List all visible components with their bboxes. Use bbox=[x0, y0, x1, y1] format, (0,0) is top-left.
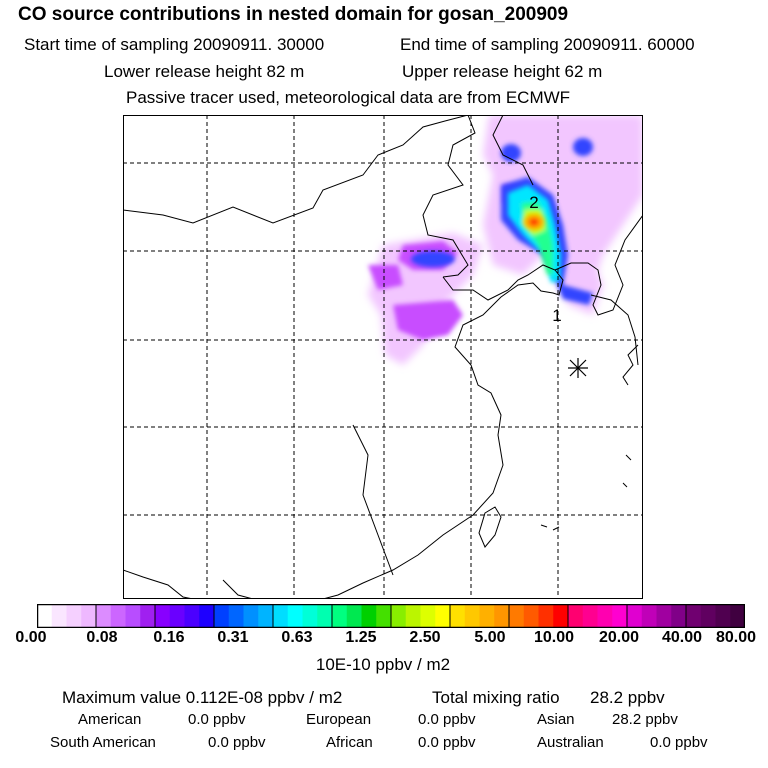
region-name-south-american: South American bbox=[50, 734, 156, 751]
colorbar-cell bbox=[627, 604, 643, 628]
start-time-label: Start time of sampling 20090911. 30000 bbox=[24, 35, 325, 54]
lower-release-height-label: Lower release height 82 m bbox=[104, 62, 305, 81]
colorbar-cell bbox=[435, 604, 451, 628]
colorbar-cell bbox=[715, 604, 731, 628]
region-value-south-american: 0.0 ppbv bbox=[208, 734, 266, 751]
colorbar-cell bbox=[656, 604, 672, 628]
colorbar-unit-label: 10E-10 ppbv / m2 bbox=[315, 655, 451, 674]
colorbar-cell bbox=[214, 604, 230, 628]
maximum-value-label: Maximum value 0.112E-08 ppbv / m2 bbox=[62, 688, 343, 707]
region-value-european: 0.0 ppbv bbox=[418, 711, 476, 728]
colorbar-cell bbox=[568, 604, 584, 628]
colorbar-tick-label: 2.50 bbox=[409, 629, 441, 646]
colorbar-cell bbox=[376, 604, 392, 628]
colorbar-cell bbox=[641, 604, 657, 628]
colorbar-tick-label: 0.00 bbox=[15, 629, 47, 646]
trajectory-marker-1: 1 bbox=[552, 306, 561, 325]
trajectory-marker-2: 2 bbox=[529, 193, 538, 212]
region-name-asian: Asian bbox=[537, 711, 575, 728]
colorbar-cell bbox=[700, 604, 716, 628]
colorbar-cell bbox=[184, 604, 200, 628]
colorbar-cell bbox=[273, 604, 289, 628]
plot-title: CO source contributions in nested domain… bbox=[18, 4, 569, 25]
colorbar-tick-label: 1.25 bbox=[345, 629, 377, 646]
colorbar-cell bbox=[612, 604, 628, 628]
end-time-label: End time of sampling 20090911. 60000 bbox=[400, 35, 695, 54]
colorbar-cell bbox=[597, 604, 613, 628]
colorbar-cell bbox=[730, 604, 745, 628]
colorbar-cell bbox=[258, 604, 274, 628]
taiwan-island bbox=[478, 506, 502, 548]
region-value-american: 0.0 ppbv bbox=[188, 711, 246, 728]
japan-coast bbox=[540, 344, 639, 531]
map-frame bbox=[123, 115, 643, 599]
colorbar-tick-label: 0.63 bbox=[281, 629, 313, 646]
colorbar-cell bbox=[169, 604, 185, 628]
station-marker-icon bbox=[568, 358, 588, 378]
colorbar-tick-label: 5.00 bbox=[474, 629, 506, 646]
colorbar-cell bbox=[317, 604, 333, 628]
colorbar-cell bbox=[405, 604, 421, 628]
colorbar-cell bbox=[199, 604, 215, 628]
region-name-african: African bbox=[326, 734, 373, 751]
colorbar-cell bbox=[302, 604, 318, 628]
region-name-european: European bbox=[306, 711, 372, 728]
total-mixing-ratio-label: Total mixing ratio bbox=[432, 688, 560, 707]
colorbar-cell bbox=[450, 604, 466, 628]
colorbar-cell bbox=[582, 604, 598, 628]
colorbar-tick-label: 0.31 bbox=[217, 629, 249, 646]
colorbar-cell bbox=[479, 604, 495, 628]
tracer-info-label: Passive tracer used, meteorological data… bbox=[126, 88, 571, 107]
colorbar-cell bbox=[37, 604, 53, 628]
region-value-african: 0.0 ppbv bbox=[418, 734, 476, 751]
colorbar-cell bbox=[155, 604, 171, 628]
colorbar-cell bbox=[538, 604, 554, 628]
colorbar-cell bbox=[494, 604, 510, 628]
colorbar-cell bbox=[686, 604, 702, 628]
colorbar-cell bbox=[140, 604, 156, 628]
colorbar-tick-label: 40.00 bbox=[661, 629, 703, 646]
colorbar bbox=[37, 604, 745, 628]
colorbar-cell bbox=[110, 604, 126, 628]
colorbar-cell bbox=[464, 604, 480, 628]
map-grid bbox=[123, 115, 643, 599]
colorbar-cell bbox=[81, 604, 97, 628]
colorbar-cell bbox=[361, 604, 377, 628]
region-value-asian: 28.2 ppbv bbox=[612, 711, 678, 728]
region-value-australian: 0.0 ppbv bbox=[650, 734, 708, 751]
plume-hotspot bbox=[524, 214, 544, 230]
colorbar-cell bbox=[125, 604, 141, 628]
colorbar-tick-label: 20.00 bbox=[598, 629, 640, 646]
colorbar-cell bbox=[671, 604, 687, 628]
colorbar-tick-label: 0.16 bbox=[153, 629, 185, 646]
colorbar-cell bbox=[51, 604, 67, 628]
colorbar-cell bbox=[332, 604, 348, 628]
colorbar-cell bbox=[66, 604, 82, 628]
concentration-map: 2 1 bbox=[123, 115, 643, 599]
colorbar-cell bbox=[243, 604, 259, 628]
colorbar-cell bbox=[420, 604, 436, 628]
colorbar-tick-label: 10.00 bbox=[533, 629, 575, 646]
colorbar-cell bbox=[509, 604, 525, 628]
colorbar-cell bbox=[391, 604, 407, 628]
colorbar-tick-label: 80.00 bbox=[715, 629, 757, 646]
region-name-australian: Australian bbox=[537, 734, 604, 751]
total-mixing-ratio-value: 28.2 ppbv bbox=[590, 688, 665, 707]
colorbar-cell bbox=[96, 604, 112, 628]
colorbar-cell bbox=[228, 604, 244, 628]
region-name-american: American bbox=[78, 711, 142, 728]
colorbar-cell bbox=[553, 604, 569, 628]
colorbar-cell bbox=[346, 604, 362, 628]
colorbar-cell bbox=[523, 604, 539, 628]
upper-release-height-label: Upper release height 62 m bbox=[402, 62, 603, 81]
colorbar-tick-label: 0.08 bbox=[86, 629, 118, 646]
colorbar-cell bbox=[287, 604, 303, 628]
